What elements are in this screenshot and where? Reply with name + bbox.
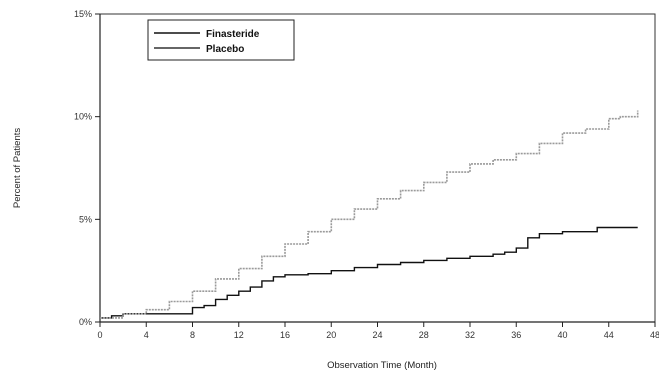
y-tick-label: 0% xyxy=(79,317,92,327)
x-tick-label: 24 xyxy=(372,330,382,340)
x-tick-label: 28 xyxy=(419,330,429,340)
x-tick-label: 20 xyxy=(326,330,336,340)
axes: 0 4 8 12 16 20 24 28 32 36 40 44 480%5%10%15% xyxy=(74,9,659,340)
x-tick-label: 32 xyxy=(465,330,475,340)
x-axis-label: Observation Time (Month) xyxy=(327,360,437,371)
y-tick-label: 5% xyxy=(79,214,92,224)
x-tick-label: 12 xyxy=(234,330,244,340)
series-layer xyxy=(100,110,639,319)
x-tick-label: 4 xyxy=(144,330,149,340)
x-tick-label: 36 xyxy=(511,330,521,340)
y-axis-label: Percent of Patients xyxy=(12,128,23,209)
legend-entry: Placebo xyxy=(206,44,244,55)
legend-entry: Finasteride xyxy=(206,29,260,40)
x-tick-label: 44 xyxy=(604,330,614,340)
series-line-placebo xyxy=(100,110,639,319)
x-tick-label: 40 xyxy=(557,330,567,340)
x-tick-label: 8 xyxy=(190,330,195,340)
x-tick-label: 0 xyxy=(97,330,102,340)
y-tick-label: 15% xyxy=(74,9,92,19)
series-line-finasteride xyxy=(100,226,638,319)
y-tick-label: 10% xyxy=(74,112,92,122)
x-tick-label: 16 xyxy=(280,330,290,340)
legend: Finasteride Placebo xyxy=(147,19,295,61)
x-tick-label: 48 xyxy=(650,330,659,340)
legend-box xyxy=(147,19,295,61)
